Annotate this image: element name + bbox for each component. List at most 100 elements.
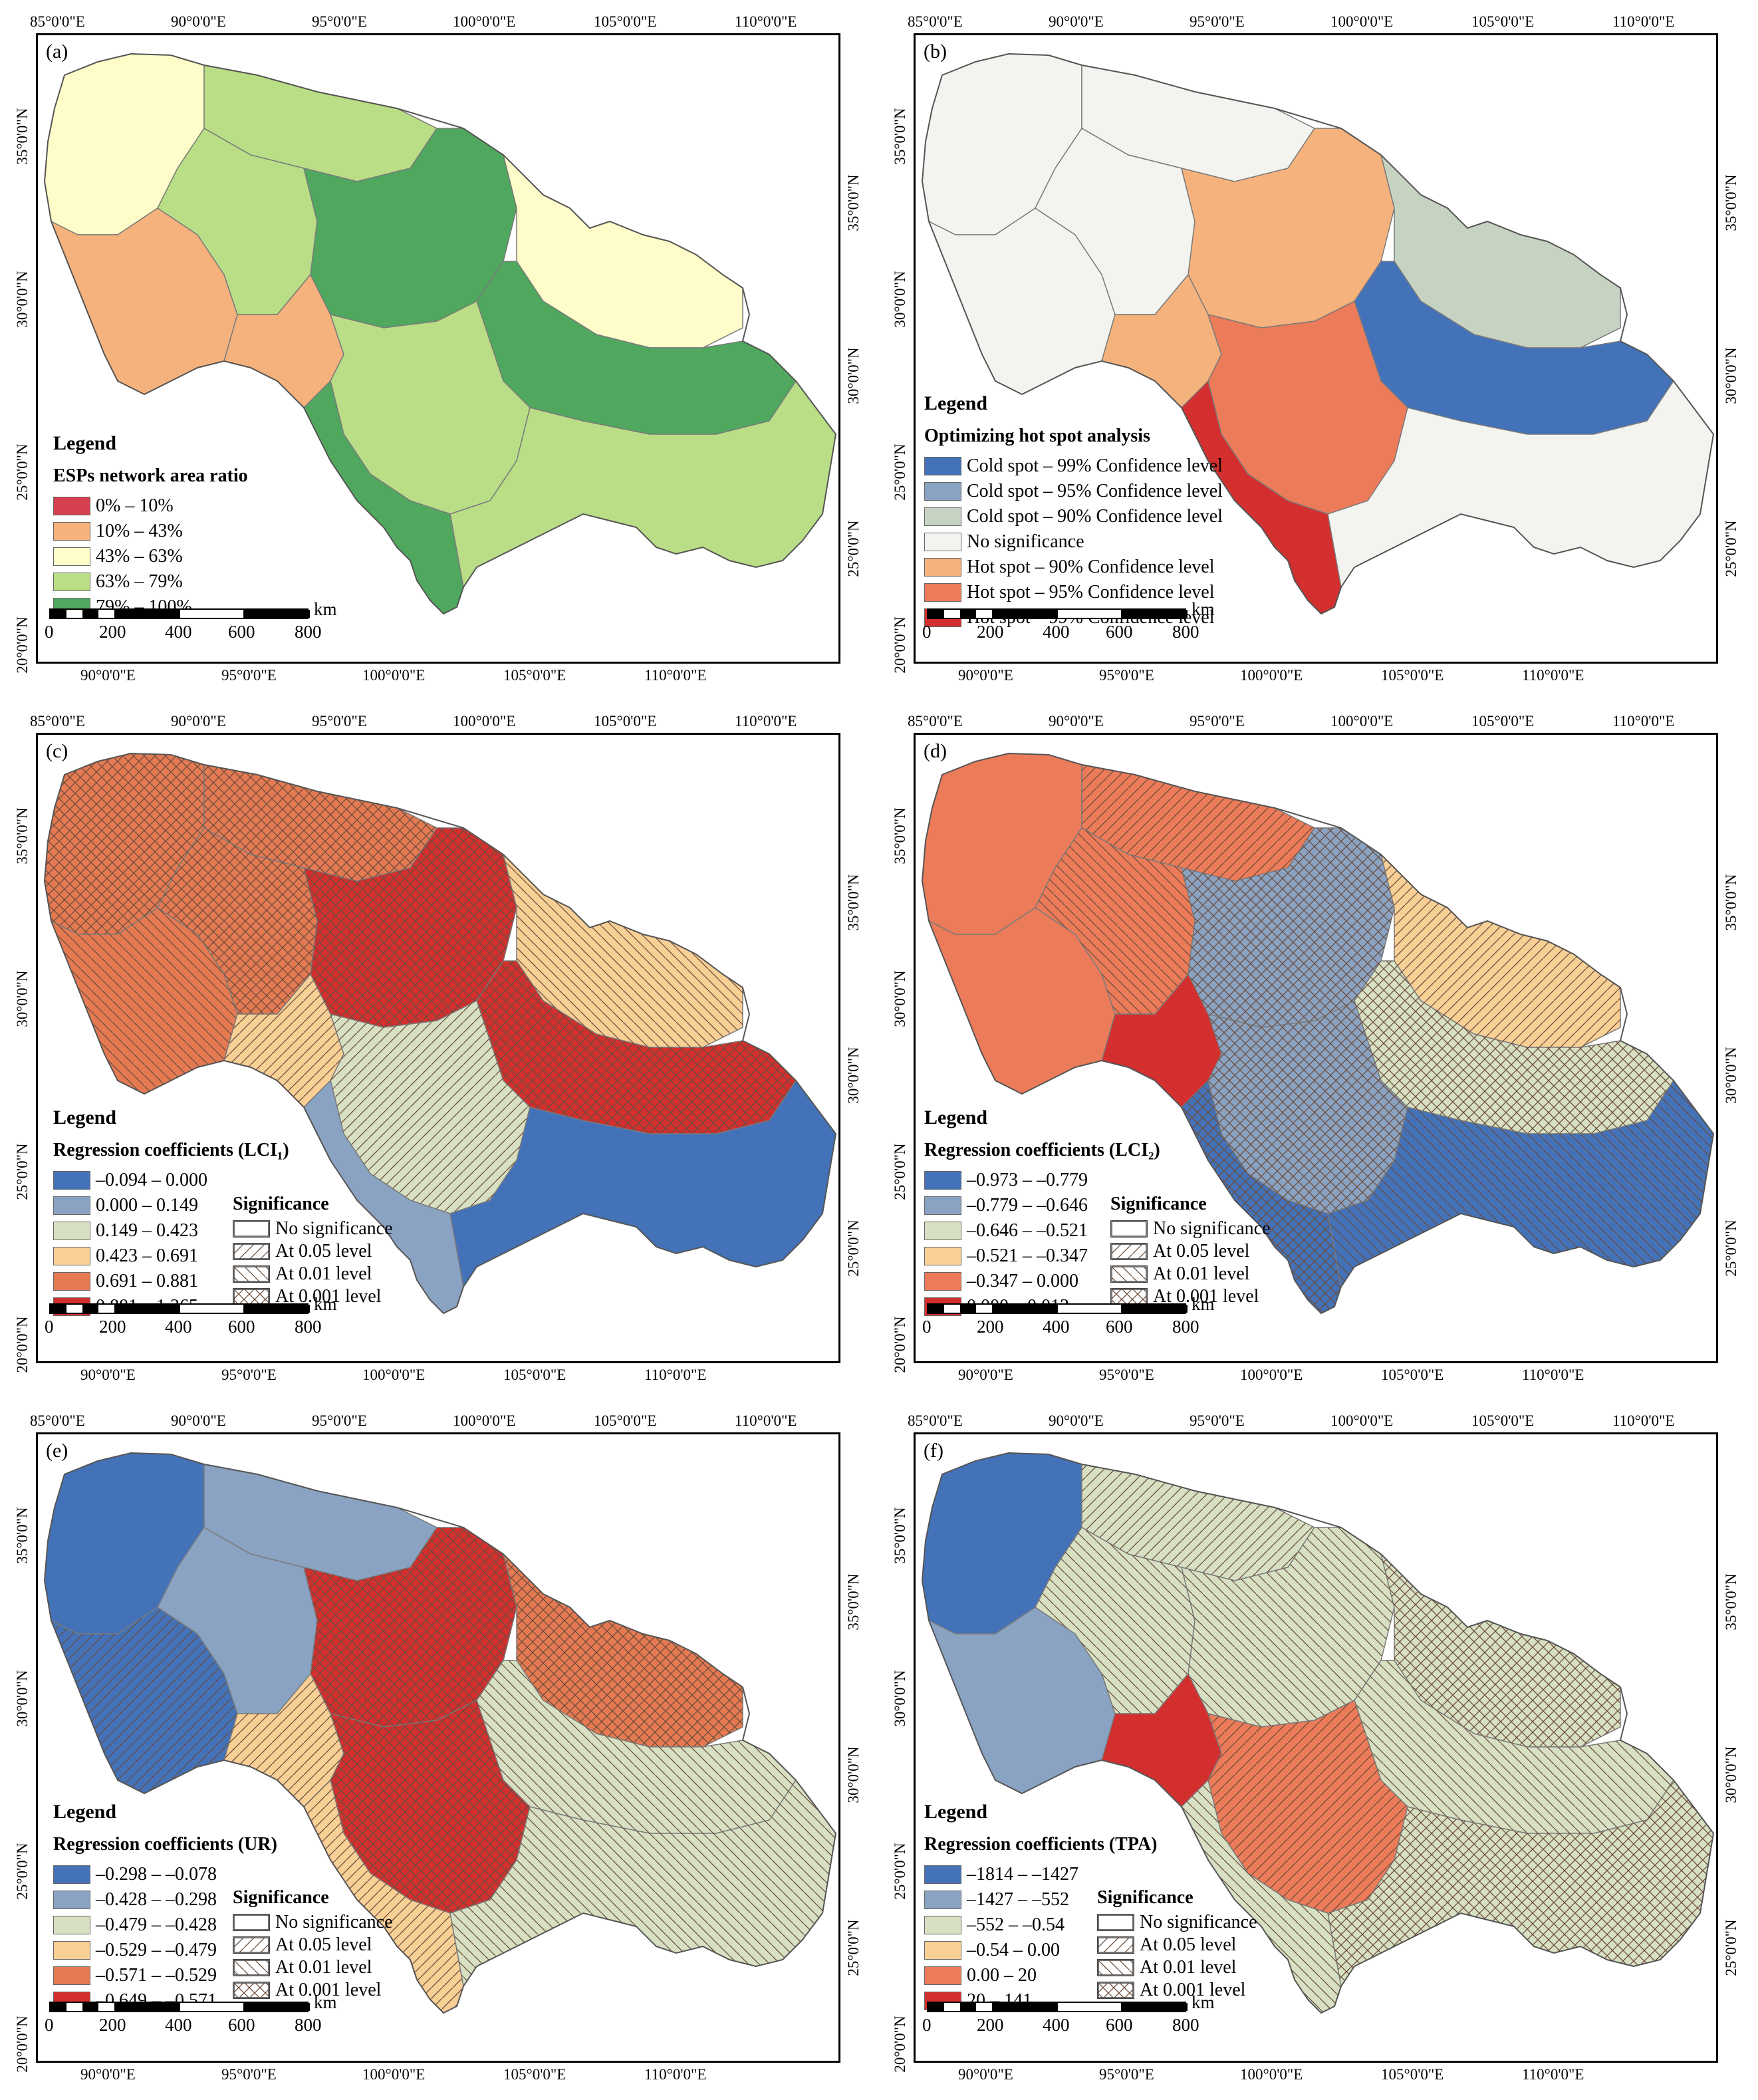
scale-tick-label: 200 <box>977 622 1004 642</box>
map-region-hatch <box>477 1660 796 1833</box>
right-latitude-label: 35°0'0"N <box>1723 874 1739 931</box>
legend-label: 0.691 – 0.881 <box>96 1271 198 1291</box>
map-region-hatch <box>1182 1527 1394 1727</box>
bottom-longitude-label: 110°0'0"E <box>644 2066 707 2083</box>
map-panel-b: 85°0'0"E 90°0'0"E 95°0'0"E 100°0'0"E 105°0'0… <box>878 0 1754 700</box>
study-area-outline <box>43 53 837 615</box>
scale-tick-label: 200 <box>99 1317 126 1337</box>
map-region-hatch <box>1182 1780 1341 2013</box>
panel-letter: (e) <box>46 1440 68 1462</box>
choropleth-map <box>43 752 837 1315</box>
significance-swatch <box>233 1982 270 1999</box>
significance-swatch <box>233 1936 270 1954</box>
legend-item: –0.571 – –0.529 <box>53 1963 277 1988</box>
significance-label: At 0.001 level <box>1153 1286 1259 1307</box>
bottom-longitude-label: 90°0'0"E <box>80 2066 136 2083</box>
map-region-hatch <box>1381 854 1620 1047</box>
choropleth-map <box>43 53 837 615</box>
legend-label: 0% – 10% <box>96 495 174 516</box>
right-latitude-label: 25°0'0"N <box>1723 1919 1739 1976</box>
bottom-longitude-label: 105°0'0"E <box>503 667 566 684</box>
map-region-hatch <box>1208 1700 1408 1913</box>
scale-tick-label: 600 <box>228 622 255 642</box>
left-latitude-label: 25°0'0"N <box>14 444 31 501</box>
legend-swatch <box>53 1272 90 1291</box>
legend-heading: Legend <box>53 432 117 454</box>
map-region-hatch <box>1354 961 1674 1134</box>
left-latitude-label: 25°0'0"N <box>14 1843 31 1900</box>
legend-swatch <box>924 1222 961 1240</box>
legend-heading: Legend <box>924 392 988 414</box>
left-latitude-label: 25°0'0"N <box>892 1143 908 1200</box>
panel-letter: (d) <box>924 740 947 762</box>
legend-title: ESPs network area ratio <box>53 465 248 486</box>
legend-title: Regression coefficients (LCI₂) <box>924 1140 1160 1160</box>
map-frame: (b) <box>914 33 1718 664</box>
significance-legend: Significance No significance At 0.05 level… <box>1110 1194 1271 1308</box>
significance-label: No significance <box>275 1218 393 1239</box>
scale-tick-label: 0 <box>45 1317 54 1337</box>
legend-swatch <box>924 533 961 551</box>
significance-item: At 0.01 level <box>1097 1956 1257 1979</box>
choropleth-map <box>921 53 1715 615</box>
map-region-hatch <box>1082 1464 1315 1581</box>
choropleth-map <box>921 1452 1715 2014</box>
significance-swatch <box>1110 1265 1148 1283</box>
map-region-hatch <box>224 1674 344 1807</box>
bottom-longitude-label: 90°0'0"E <box>80 1367 136 1383</box>
significance-item: At 0.05 level <box>233 1240 393 1263</box>
scale-tick-label: 400 <box>165 2015 192 2035</box>
legend-swatch <box>924 1171 961 1190</box>
top-longitude-label: 110°0'0"E <box>1612 1412 1675 1429</box>
map-frame: (a) <box>36 33 840 664</box>
significance-label: No significance <box>1140 1912 1257 1932</box>
significance-item: At 0.05 level <box>1097 1934 1257 1956</box>
top-longitude-label: 95°0'0"E <box>1190 713 1245 729</box>
legend-label: –0.646 – –0.521 <box>967 1220 1088 1241</box>
map-panel-a: 85°0'0"E 90°0'0"E 95°0'0"E 100°0'0"E 105°0'0… <box>0 0 876 700</box>
significance-item: At 0.01 level <box>233 1956 393 1979</box>
bottom-longitude-label: 105°0'0"E <box>503 1367 566 1383</box>
scale-tick-label: 400 <box>165 1317 192 1337</box>
map-region-hatch <box>477 961 796 1134</box>
bottom-longitude-label: 95°0'0"E <box>221 1367 277 1383</box>
right-latitude-label: 35°0'0"N <box>845 874 862 931</box>
left-latitude-label: 30°0'0"N <box>892 1670 908 1727</box>
right-latitude-label: 25°0'0"N <box>1723 1220 1739 1277</box>
legend-item: –0.529 – –0.479 <box>53 1938 277 1963</box>
legend-swatch <box>53 1966 90 1985</box>
significance-swatch <box>1110 1220 1148 1238</box>
left-latitude-label: 35°0'0"N <box>892 1507 908 1564</box>
bottom-longitude-label: 100°0'0"E <box>1240 1367 1303 1383</box>
significance-item: At 0.001 level <box>233 1979 393 2002</box>
scale-tick-label: 200 <box>99 2015 126 2035</box>
right-latitude-label: 35°0'0"N <box>845 174 862 231</box>
legend-swatch <box>924 457 961 475</box>
right-latitude-label: 25°0'0"N <box>845 1919 862 1976</box>
legend-item: 0.000 – 0.149 <box>53 1193 289 1218</box>
map-region-hatch <box>1208 1001 1408 1214</box>
top-longitude-label: 110°0'0"E <box>735 713 797 729</box>
top-longitude-label: 95°0'0"E <box>1190 13 1245 30</box>
significance-swatch <box>233 1914 270 1931</box>
top-longitude-label: 85°0'0"E <box>908 13 963 30</box>
legend-swatch <box>53 1196 90 1215</box>
legend-swatch <box>53 1247 90 1265</box>
legend-swatch <box>53 573 90 591</box>
top-longitude-label: 110°0'0"E <box>1612 713 1675 729</box>
significance-label: At 0.001 level <box>1140 1980 1246 2000</box>
legend-swatch <box>53 1171 90 1190</box>
legend-item: –0.646 – –0.521 <box>924 1218 1160 1244</box>
scale-unit: km <box>1192 599 1215 619</box>
map-region-hatch <box>51 1607 237 1793</box>
significance-legend: Significance No significance At 0.05 level… <box>233 1194 393 1308</box>
top-longitude-label: 95°0'0"E <box>1190 1412 1245 1429</box>
study-area-outline <box>921 1452 1715 2014</box>
bottom-longitude-label: 110°0'0"E <box>1522 667 1584 684</box>
legend-swatch <box>53 1865 90 1884</box>
legend-item: 0.691 – 0.881 <box>53 1269 289 1294</box>
legend-swatch <box>53 497 90 515</box>
map-region-hatch <box>1035 1527 1195 1714</box>
legend-item: Cold spot – 95% Confidence level <box>924 479 1223 504</box>
significance-item: No significance <box>1097 1911 1257 1934</box>
